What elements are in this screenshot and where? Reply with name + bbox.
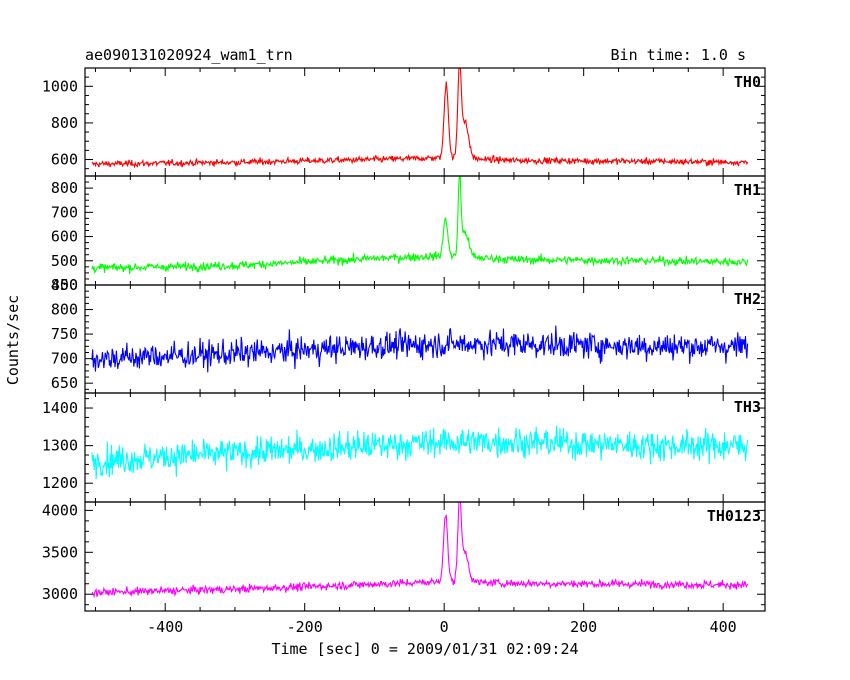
panel-label: TH2 — [734, 290, 761, 308]
panels-group: 600 800 1000 TH0 400 500 600 700 800 TH1 650 700 750… — [42, 67, 766, 636]
x-tick-label: 200 — [570, 618, 597, 636]
y-tick-label: 750 — [51, 325, 78, 343]
panel-frame — [84, 501, 766, 612]
y-tick-label: 800 — [51, 179, 78, 197]
bin-time-label: Bin time: 1.0 s — [611, 46, 746, 64]
y-tick-label: 700 — [51, 203, 78, 221]
y-tick-label: 1400 — [42, 399, 78, 417]
y-tick-label: 4000 — [42, 501, 78, 519]
x-tick-label: -200 — [287, 618, 323, 636]
panel-label: TH1 — [734, 181, 761, 199]
x-tick-label: 400 — [710, 618, 737, 636]
panel-label: TH3 — [734, 398, 761, 416]
y-tick-label: 500 — [51, 252, 78, 270]
y-tick-label: 600 — [51, 228, 78, 246]
y-tick-label: 600 — [51, 151, 78, 169]
series-line-th2 — [91, 325, 749, 373]
x-tick-label: 0 — [440, 618, 449, 636]
y-tick-label: 800 — [51, 301, 78, 319]
y-axis-label: Counts/sec — [4, 295, 22, 385]
chart-title: ae090131020924_wam1_trn — [85, 46, 293, 64]
panel-label: TH0123 — [707, 507, 761, 525]
x-axis-label: Time [sec] 0 = 2009/01/31 02:09:24 — [271, 640, 578, 658]
x-tick-label: -400 — [147, 618, 183, 636]
series-line-th1 — [91, 176, 749, 275]
y-tick-label: 400 — [51, 276, 78, 294]
y-tick-label: 700 — [51, 350, 78, 368]
series-line-th0123 — [91, 502, 749, 599]
y-tick-label: 3500 — [42, 543, 78, 561]
y-tick-label: 650 — [51, 374, 78, 392]
y-tick-label: 1000 — [42, 77, 78, 95]
panel-label: TH0 — [734, 73, 761, 91]
series-line-th3 — [91, 425, 749, 480]
y-tick-label: 3000 — [42, 585, 78, 603]
y-tick-label: 850 — [51, 276, 78, 294]
y-tick-label: 1200 — [42, 474, 78, 492]
y-tick-label: 800 — [51, 114, 78, 132]
series-line-th0 — [91, 68, 749, 169]
y-tick-label: 1300 — [42, 437, 78, 455]
